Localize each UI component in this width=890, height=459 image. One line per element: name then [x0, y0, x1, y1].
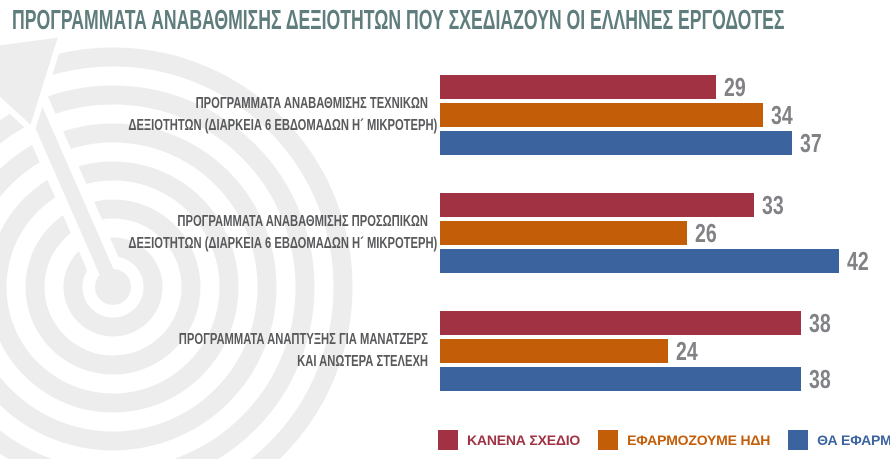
legend-item: ΕΦΑΡΜΟΖΟΥΜΕ ΗΔΗ [598, 430, 770, 450]
category-label-line: ΔΕΞΙΟΤΗΤΩΝ (ΔΙΑΡΚΕΙΑ 6 ΕΒΔΟΜΑΔΩΝ Η´ ΜΙΚΡ… [128, 235, 438, 252]
category-label: ΠΡΟΓΡΑΜΜΑΤΑ ΑΝΑΒΑΘΜΙΣΗΣ ΠΡΟΣΩΠΙΚΩΝ ΔΕΞΙΟΤ… [128, 211, 438, 255]
category-group: ΠΡΟΓΡΑΜΜΑΤΑ ΑΝΑΒΑΘΜΙΣΗΣ ΤΕΧΝΙΚΩΝ ΔΕΞΙΟΤΗΤ… [0, 72, 890, 158]
value-label: 33 [761, 190, 784, 220]
bar [440, 249, 839, 273]
category-label-line: ΠΡΟΓΡΑΜΜΑΤΑ ΑΝΑΠΤΥΞΗΣ ΓΙΑ ΜΑΝΑΤΖΕΡΣ [178, 331, 428, 348]
bar-chart: ΠΡΟΓΡΑΜΜΑΤΑ ΑΝΑΒΑΘΜΙΣΗΣ ΤΕΧΝΙΚΩΝ ΔΕΞΙΟΤΗΤ… [0, 72, 890, 429]
legend-item: ΚΑΝΕΝΑ ΣΧΕΔΙΟ [438, 430, 580, 450]
bar [440, 131, 792, 155]
category-label-line: ΠΡΟΓΡΑΜΜΑΤΑ ΑΝΑΒΑΘΜΙΣΗΣ ΤΕΧΝΙΚΩΝ [195, 95, 428, 112]
legend-swatch [438, 430, 458, 450]
bar-row: 38 [440, 364, 838, 394]
bar-row: 29 [440, 72, 828, 102]
value-label: 24 [676, 336, 698, 366]
legend: ΚΑΝΕΝΑ ΣΧΕΔΙΟ ΕΦΑΡΜΟΖΟΥΜΕ ΗΔΗ ΘΑ ΕΦΑΡΜΟΣΟΥ… [438, 430, 890, 450]
category-label: ΠΡΟΓΡΑΜΜΑΤΑ ΑΝΑΒΑΘΜΙΣΗΣ ΤΕΧΝΙΚΩΝ ΔΕΞΙΟΤΗΤ… [128, 93, 438, 137]
bar-group: 33 26 42 [440, 190, 876, 276]
bar [440, 193, 754, 217]
bar-row: 33 [440, 190, 876, 220]
category-label-line: ΚΑΙ ΑΝΩΤΕΡΑ ΣΤΕΛΕΧΗ [297, 353, 428, 370]
legend-label: ΕΦΑΡΜΟΖΟΥΜΕ ΗΔΗ [627, 432, 771, 448]
legend-label: ΘΑ ΕΦΑΡΜΟΣΟΥΝ [817, 432, 890, 448]
bar-row: 37 [440, 128, 828, 158]
value-label: 26 [695, 218, 717, 248]
value-label: 38 [809, 364, 831, 394]
bar [440, 367, 801, 391]
category-label-line: ΔΕΞΙΟΤΗΤΩΝ (ΔΙΑΡΚΕΙΑ 6 ΕΒΔΟΜΑΔΩΝ Η´ ΜΙΚΡ… [128, 117, 438, 134]
chart-title: ΠΡΟΓΡΑΜΜΑΤΑ ΑΝΑΒΑΘΜΙΣΗΣ ΔΕΞΙΟΤΗΤΩΝ ΠΟΥ Σ… [12, 4, 785, 35]
legend-label: ΚΑΝΕΝΑ ΣΧΕΔΙΟ [467, 432, 581, 448]
category-label: ΠΡΟΓΡΑΜΜΑΤΑ ΑΝΑΠΤΥΞΗΣ ΓΙΑ ΜΑΝΑΤΖΕΡΣ ΚΑΙ Α… [128, 329, 428, 373]
legend-swatch [788, 430, 809, 450]
value-label: 34 [771, 100, 793, 130]
value-label: 42 [847, 246, 869, 276]
bar-row: 34 [440, 100, 828, 130]
category-label-line: ΠΡΟΓΡΑΜΜΑΤΑ ΑΝΑΒΑΘΜΙΣΗΣ ΠΡΟΣΩΠΙΚΩΝ [177, 213, 428, 230]
legend-swatch [598, 430, 619, 450]
bar [440, 221, 687, 245]
bar-row: 26 [440, 218, 876, 248]
bar-row: 24 [440, 336, 838, 366]
bar-group: 38 24 38 [440, 308, 838, 394]
bar [440, 103, 763, 127]
bar [440, 339, 668, 363]
category-group: ΠΡΟΓΡΑΜΜΑΤΑ ΑΝΑΠΤΥΞΗΣ ΓΙΑ ΜΑΝΑΤΖΕΡΣ ΚΑΙ Α… [0, 308, 890, 394]
bar-row: 38 [440, 308, 838, 338]
bar [440, 311, 801, 335]
bar [440, 75, 716, 99]
bar-row: 42 [440, 246, 876, 276]
value-label: 38 [809, 308, 831, 338]
value-label: 29 [723, 72, 746, 102]
category-group: ΠΡΟΓΡΑΜΜΑΤΑ ΑΝΑΒΑΘΜΙΣΗΣ ΠΡΟΣΩΠΙΚΩΝ ΔΕΞΙΟΤ… [0, 190, 890, 276]
value-label: 37 [799, 128, 822, 158]
bar-group: 29 34 37 [440, 72, 828, 158]
legend-item: ΘΑ ΕΦΑΡΜΟΣΟΥΝ [788, 430, 890, 450]
